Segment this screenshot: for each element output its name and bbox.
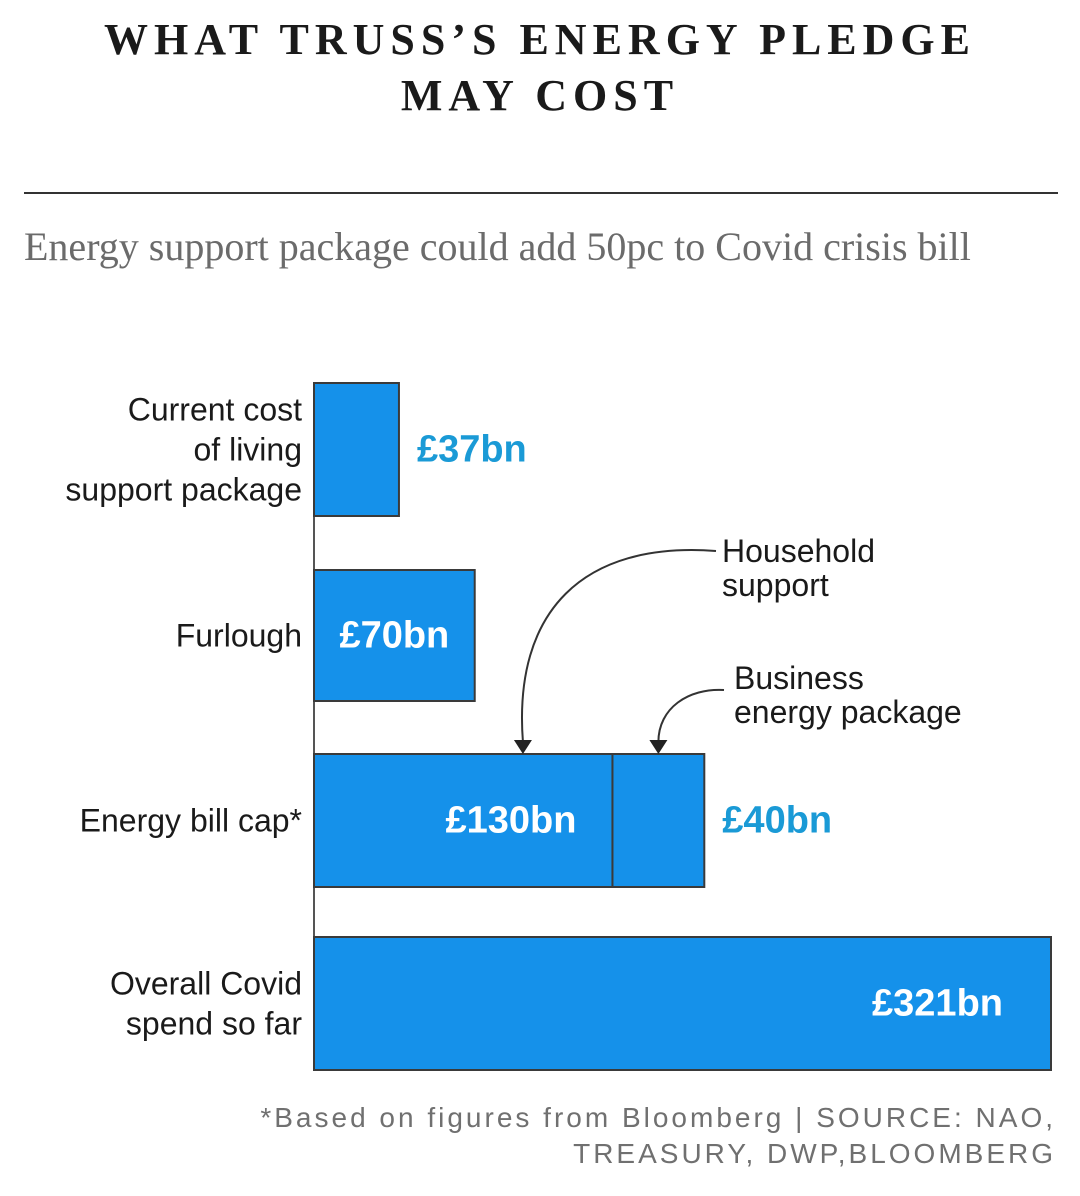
bar-value-label: £37bn — [417, 429, 527, 471]
category-label: support package — [65, 472, 302, 508]
annotation-label: energy package — [734, 694, 962, 730]
annotation-label: Business — [734, 660, 864, 696]
bar-value-label: £40bn — [722, 800, 832, 842]
title-divider — [24, 192, 1058, 194]
bar — [313, 382, 400, 517]
bar-value-label: £130bn — [446, 800, 577, 842]
footnote: *Based on figures from Bloomberg | SOURC… — [260, 1100, 1056, 1172]
category-label: Overall Covid — [110, 966, 302, 1002]
category-label: of living — [194, 432, 303, 468]
annotation-label: Household — [722, 533, 875, 569]
bar — [313, 936, 1052, 1071]
footnote-line-1: *Based on figures from Bloomberg | SOURC… — [260, 1102, 1056, 1133]
arrow-head — [513, 740, 532, 754]
chart-title: WHAT TRUSS’S ENERGY PLEDGE MAY COST — [0, 12, 1080, 124]
category-label: Energy bill cap* — [80, 803, 302, 839]
category-label: spend so far — [126, 1006, 302, 1042]
footnote-line-2: TREASURY, DWP,BLOOMBERG — [573, 1138, 1056, 1169]
annotation-arrow — [657, 688, 725, 743]
annotation-label: support — [722, 567, 829, 603]
bar-value-label: £70bn — [339, 615, 449, 657]
title-line-1: WHAT TRUSS’S ENERGY PLEDGE — [104, 15, 976, 64]
bar-value-label: £321bn — [872, 983, 1003, 1025]
bar — [313, 569, 476, 702]
chart-subtitle: Energy support package could add 50pc to… — [24, 224, 971, 269]
bar-segment — [611, 753, 706, 888]
title-line-2: MAY COST — [400, 71, 680, 120]
category-label: Current cost — [128, 392, 302, 428]
annotation-arrow — [521, 549, 717, 743]
arrow-head — [649, 740, 668, 754]
category-label: Furlough — [176, 618, 302, 654]
